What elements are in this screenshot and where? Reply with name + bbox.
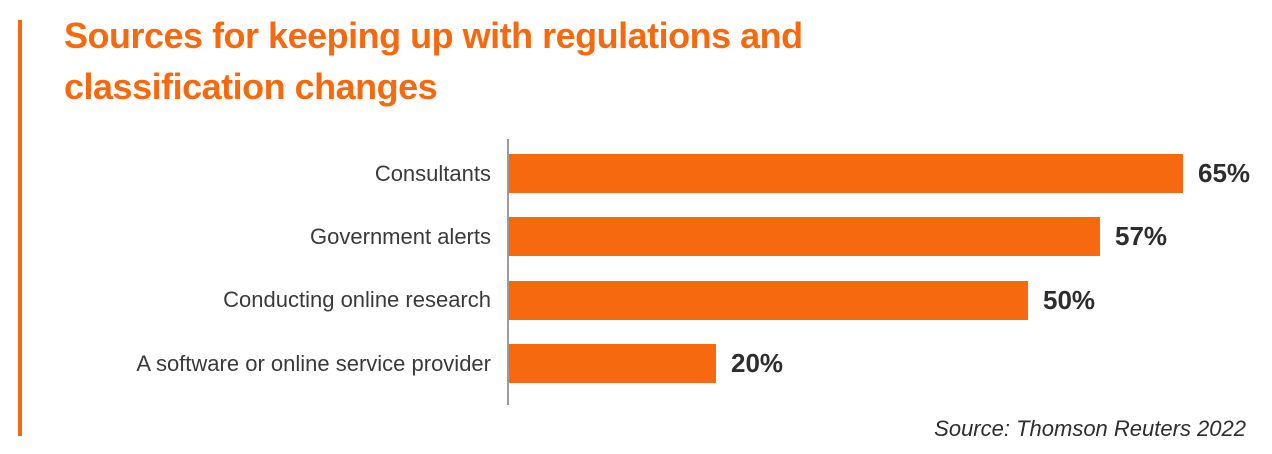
value-label: 65% xyxy=(1198,158,1251,189)
bar xyxy=(509,154,1183,194)
chart-title: Sources for keeping up with regulations … xyxy=(64,10,803,112)
category-label: Consultants xyxy=(374,160,491,186)
bar-rows: Consultants 65% Government alerts 57% Co… xyxy=(0,142,1272,395)
bar xyxy=(509,217,1100,257)
bar xyxy=(509,280,1028,320)
bar-row: A software or online service provider 20… xyxy=(0,332,1272,395)
bar xyxy=(509,344,716,384)
category-label: Conducting online research xyxy=(223,287,491,313)
y-axis-line xyxy=(507,139,509,405)
chart-title-line-2: classification changes xyxy=(64,66,438,107)
bar-row: Government alerts 57% xyxy=(0,205,1272,268)
value-label: 20% xyxy=(731,348,784,379)
source-note: Source: Thomson Reuters 2022 xyxy=(934,416,1246,441)
category-label: Government alerts xyxy=(310,223,491,249)
left-accent-rule xyxy=(18,20,22,436)
value-label: 50% xyxy=(1043,284,1096,315)
chart-title-line-1: Sources for keeping up with regulations … xyxy=(64,15,803,56)
bar-row: Conducting online research 50% xyxy=(0,269,1272,332)
bar-row: Consultants 65% xyxy=(0,142,1272,205)
value-label: 57% xyxy=(1115,221,1168,252)
category-label: A software or online service provider xyxy=(136,350,491,376)
